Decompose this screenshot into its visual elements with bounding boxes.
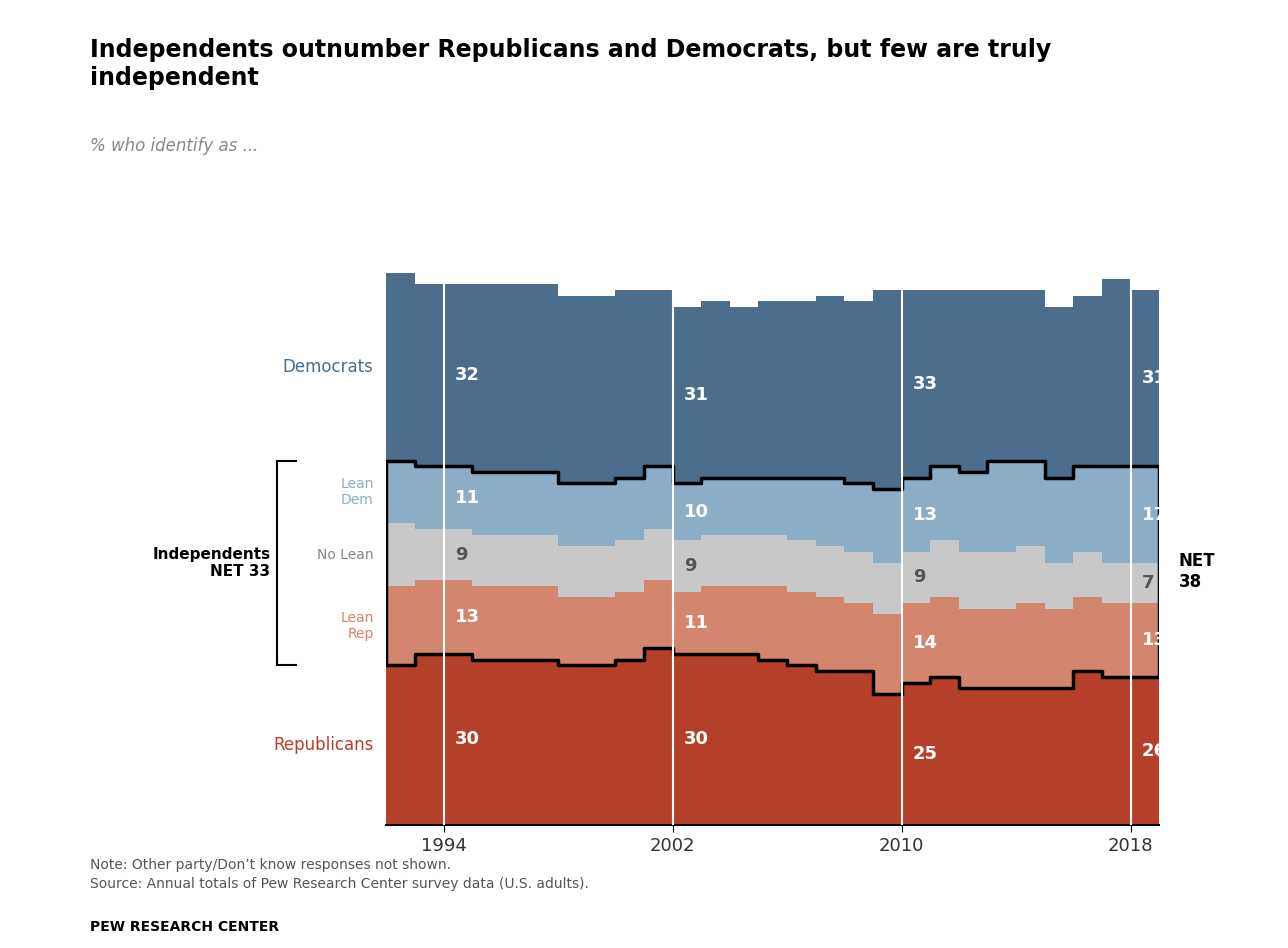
Text: Source: Annual totals of Pew Research Center survey data (U.S. adults).: Source: Annual totals of Pew Research Ce…	[90, 877, 589, 891]
Text: Lean
Rep: Lean Rep	[340, 611, 374, 641]
Text: 11: 11	[455, 489, 480, 506]
Text: 32: 32	[455, 367, 480, 384]
Text: 13: 13	[913, 506, 938, 523]
Text: 11: 11	[684, 614, 710, 631]
Text: No Lean: No Lean	[317, 548, 374, 561]
Text: NET
38: NET 38	[1179, 553, 1215, 591]
Text: 17: 17	[1142, 506, 1167, 523]
Text: 26: 26	[1142, 742, 1167, 759]
Text: Lean
Dem: Lean Dem	[340, 477, 374, 507]
Text: 7: 7	[1142, 574, 1154, 592]
Text: 13: 13	[455, 609, 480, 626]
Text: Democrats: Democrats	[282, 358, 374, 375]
Text: 14: 14	[913, 634, 938, 651]
Text: 10: 10	[684, 503, 710, 520]
Text: % who identify as ...: % who identify as ...	[90, 137, 259, 155]
Text: 30: 30	[684, 731, 710, 748]
Text: 31: 31	[1142, 370, 1167, 387]
Text: 9: 9	[913, 569, 926, 586]
Text: 30: 30	[455, 731, 480, 748]
Text: Independents outnumber Republicans and Democrats, but few are truly
independent: Independents outnumber Republicans and D…	[90, 38, 1051, 90]
Text: 13: 13	[1142, 631, 1167, 648]
Text: 9: 9	[455, 546, 468, 563]
Text: Independents
NET 33: Independents NET 33	[152, 547, 270, 579]
Text: Note: Other party/Don’t know responses not shown.: Note: Other party/Don’t know responses n…	[90, 858, 451, 872]
Text: 25: 25	[913, 745, 938, 762]
Text: 33: 33	[913, 375, 938, 392]
Text: Republicans: Republicans	[273, 737, 374, 754]
Text: 9: 9	[684, 557, 697, 574]
Text: 31: 31	[684, 387, 710, 404]
Text: PEW RESEARCH CENTER: PEW RESEARCH CENTER	[90, 920, 279, 934]
